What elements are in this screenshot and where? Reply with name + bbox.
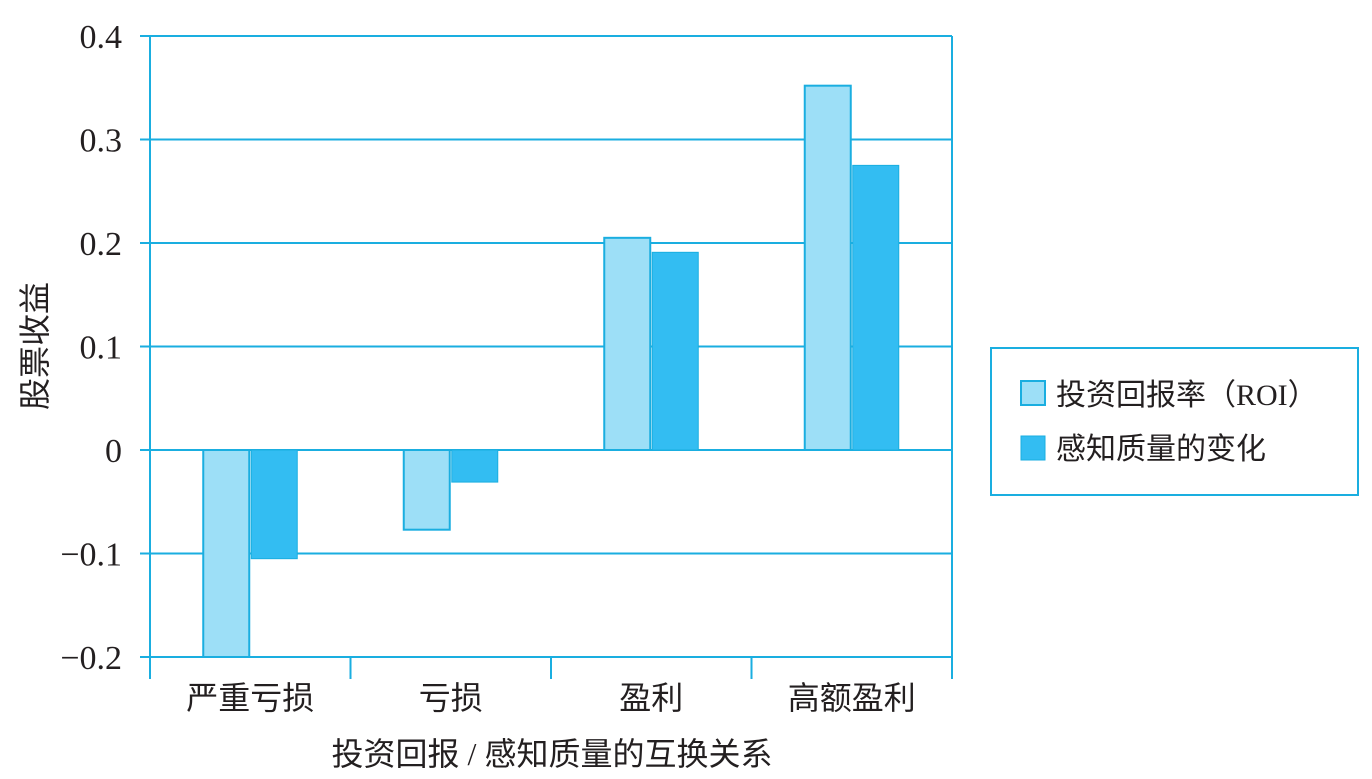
bars [202,84,900,658]
bar-perceived-quality [250,449,298,560]
axes [140,35,953,679]
legend-swatch-roi [1020,380,1046,406]
x-category-label: 亏损 [419,680,483,716]
y-tick-label: 0.1 [80,330,123,367]
y-tick-label: 0.2 [80,226,123,263]
x-axis-title: 投资回报 / 感知质量的互换关系 [332,736,773,772]
bar-roi [603,236,652,451]
legend: 投资回报率（ROI） 感知质量的变化 [990,347,1359,496]
y-tick-label: 0.3 [80,123,123,160]
x-category-labels: 严重亏损 亏损 盈利 高额盈利 [186,680,916,716]
y-tick-label: 0 [105,433,122,470]
y-tick-labels: 0.4 0.3 0.2 0.1 0 −0.1 −0.2 [60,19,122,677]
bar-perceived-quality [451,449,499,483]
x-category-label: 盈利 [619,680,683,716]
bar-perceived-quality [852,164,900,451]
legend-box [990,347,1359,496]
legend-label-roi: 投资回报率（ROI） [1056,379,1318,412]
x-category-label: 严重亏损 [186,680,314,716]
legend-swatch-perceived-quality [1020,435,1046,461]
x-category-label: 高额盈利 [788,680,916,716]
bar-roi [202,449,251,658]
y-tick-label: 0.4 [80,19,123,56]
bar-roi [803,84,852,452]
y-tick-label: −0.2 [60,640,122,677]
bar-perceived-quality [651,251,699,451]
bar-roi [402,449,451,531]
y-tick-label: −0.1 [60,537,122,574]
y-axis-title: 股票收益 [17,282,53,410]
legend-label-perceived-quality: 感知质量的变化 [1056,433,1266,466]
